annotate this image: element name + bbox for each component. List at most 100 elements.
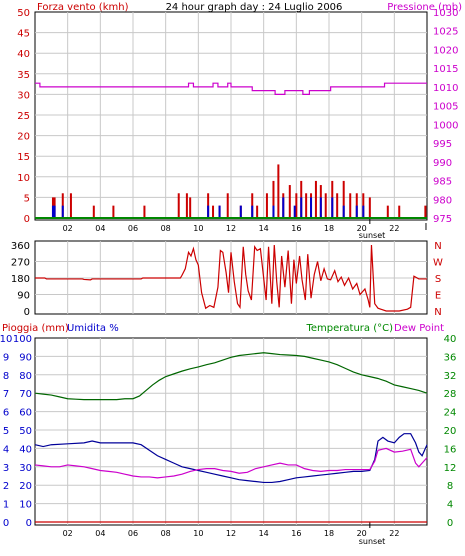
x-tick-label: 16 bbox=[291, 529, 301, 538]
temperature-tick-label: 40 bbox=[444, 334, 457, 345]
x-tick-label: 20 bbox=[357, 529, 367, 538]
rain-tick-label: 6 bbox=[3, 408, 9, 419]
wind-average-bar bbox=[207, 205, 210, 218]
x-tick-label: 12 bbox=[226, 529, 236, 538]
temperature-tick-label: 36 bbox=[444, 352, 457, 363]
wind-tick-label: 40 bbox=[17, 49, 30, 60]
wind-direction-grid bbox=[35, 241, 427, 314]
wind-average-bar bbox=[282, 197, 285, 218]
wind-average-bar bbox=[239, 205, 242, 218]
rain-tick-label: 3 bbox=[3, 463, 9, 474]
rain-axis-title: Pioggia (mm) bbox=[2, 323, 69, 334]
wind-tick-label: 30 bbox=[17, 90, 30, 101]
sunset-label: sunset bbox=[359, 231, 386, 240]
axis-end-label: I bbox=[425, 222, 428, 233]
wind-gust-bar bbox=[342, 180, 345, 218]
pressure-tick-label: 985 bbox=[433, 177, 452, 188]
humidity-tick-label: 90 bbox=[19, 352, 32, 363]
temperature-tick-label: 0 bbox=[447, 518, 453, 529]
dewpoint-axis-title: Dew Point bbox=[394, 323, 444, 334]
temperature-tick-label: 28 bbox=[444, 389, 457, 400]
x-tick-label: 02 bbox=[63, 224, 73, 233]
wind-average-bar bbox=[272, 205, 275, 218]
x-tick-label: 04 bbox=[95, 529, 105, 538]
x-tick-label: 18 bbox=[324, 224, 334, 233]
direction-tick-label: 360 bbox=[11, 241, 30, 252]
x-tick-label: 22 bbox=[389, 529, 399, 538]
pressure-tick-label: 975 bbox=[433, 214, 452, 225]
wind-tick-label: 20 bbox=[17, 132, 30, 143]
pressure-series bbox=[35, 82, 427, 95]
temperature-tick-label: 16 bbox=[444, 444, 457, 455]
pressure-tick-label: 1020 bbox=[433, 45, 458, 56]
humidity-tick-label: 50 bbox=[19, 426, 32, 437]
wind-gust-series bbox=[51, 164, 427, 218]
x-tick-label: 14 bbox=[259, 224, 269, 233]
wind-tick-label: 0 bbox=[24, 214, 30, 225]
rain-tick-label: 8 bbox=[3, 371, 9, 382]
wind-average-bar bbox=[53, 205, 56, 218]
wind-gust-bar bbox=[277, 164, 280, 218]
humidity-y-axis-ticks: 0 10 20 30 40 50 60 70 80 90 100 bbox=[13, 334, 32, 529]
x-tick-label: 12 bbox=[226, 224, 236, 233]
x-tick-label: 10 bbox=[193, 529, 203, 538]
dewpoint-line bbox=[34, 447, 428, 479]
temperature-tick-label: 4 bbox=[447, 500, 453, 511]
pressure-axis-title: Pressione (mb) bbox=[387, 2, 462, 13]
wind-gust-bar bbox=[185, 193, 188, 218]
rain-tick-label: 2 bbox=[3, 481, 9, 492]
x-tick-label: 08 bbox=[161, 224, 171, 233]
humidity-tick-label: 100 bbox=[13, 334, 32, 345]
humidity-tick-label: 60 bbox=[19, 408, 32, 419]
pressure-tick-label: 1030 bbox=[433, 8, 458, 19]
temperature-tick-label: 24 bbox=[444, 408, 457, 419]
pressure-tick-label: 980 bbox=[433, 195, 452, 206]
x-tick-label: 06 bbox=[128, 529, 138, 538]
wind-y-axis-ticks: 0 5 10 15 20 25 30 35 40 45 50 bbox=[17, 8, 30, 225]
humidity-tick-label: 20 bbox=[19, 481, 32, 492]
dewpoint-series bbox=[34, 447, 428, 479]
wind-gust-bar bbox=[349, 193, 352, 218]
wind-tick-label: 35 bbox=[17, 70, 30, 81]
wind-average-bar bbox=[362, 205, 365, 218]
direction-tick-label: 90 bbox=[17, 291, 30, 302]
wind-gust-bar bbox=[256, 205, 259, 218]
direction-tick-label: 270 bbox=[11, 258, 30, 269]
x-tick-label: 10 bbox=[193, 224, 203, 233]
wind-pressure-grid bbox=[35, 12, 427, 224]
wind-gust-bar bbox=[305, 193, 308, 218]
humidity-tick-label: 40 bbox=[19, 444, 32, 455]
wind-gust-bar bbox=[424, 205, 427, 218]
humidity-tick-label: 0 bbox=[26, 518, 32, 529]
wind-gust-bar bbox=[272, 180, 275, 218]
wind-gust-bar bbox=[212, 205, 215, 218]
wind-gust-bar bbox=[69, 193, 72, 218]
temperature-tick-label: 8 bbox=[447, 481, 453, 492]
x-tick-label: 22 bbox=[389, 224, 399, 233]
rain-tick-label: 5 bbox=[3, 426, 9, 437]
temperature-tick-label: 12 bbox=[444, 463, 457, 474]
wind-tick-label: 50 bbox=[17, 8, 30, 19]
temperature-line bbox=[34, 352, 428, 401]
wind-tick-label: 25 bbox=[17, 111, 30, 122]
pressure-tick-label: 1025 bbox=[433, 27, 458, 38]
wind-x-axis-ticks: 02 04 06 08 10 12 14 16 18 20 22 bbox=[63, 224, 400, 233]
rain-tick-label: 0 bbox=[3, 518, 9, 529]
wind-average-bar bbox=[355, 205, 358, 218]
x-tick-label: 14 bbox=[259, 529, 269, 538]
pressure-tick-label: 995 bbox=[433, 139, 452, 150]
wind-gust-bar bbox=[177, 193, 180, 218]
direction-degrees-ticks: 0 90 180 270 360 bbox=[11, 241, 30, 318]
wind-gust-bar bbox=[324, 193, 327, 218]
rain-tick-label: 7 bbox=[3, 389, 9, 400]
rain-tick-label: 4 bbox=[3, 444, 9, 455]
wind-gust-bar bbox=[265, 193, 268, 218]
chart-title: 24 hour graph day : 24 Luglio 2006 bbox=[166, 2, 343, 13]
wind-average-bar bbox=[342, 205, 345, 218]
wind-gust-bar bbox=[314, 180, 317, 218]
wind-average-bar bbox=[251, 205, 254, 218]
pressure-y-axis-ticks: 975 980 985 990 995 1000 1005 1010 1015 1020 1025 1… bbox=[433, 8, 458, 225]
wind-tick-label: 5 bbox=[24, 193, 30, 204]
